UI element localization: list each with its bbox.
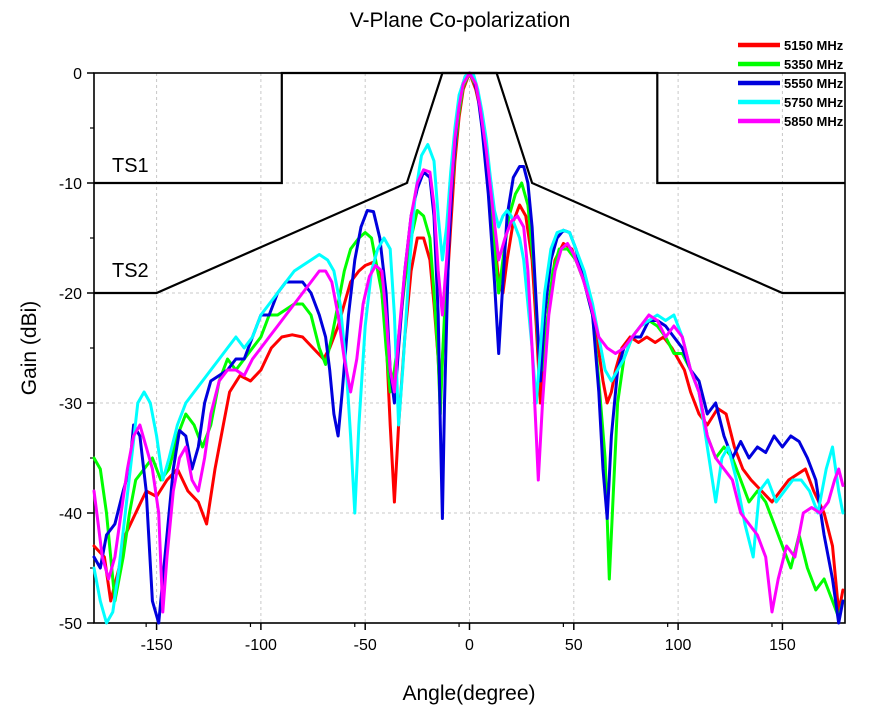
x-tick-label: -50 [354,637,377,654]
series-line-5150 [92,71,845,614]
series-layer [92,71,845,625]
series-line-5350 [92,71,845,619]
chart-title: V-Plane Co-polarization [350,9,571,32]
template-line-ts2 [94,71,845,295]
template-label-ts1: TS1 [112,155,149,177]
y-tick-label: -10 [59,176,82,193]
legend-label-5750: 5750 MHz [784,95,844,110]
x-tick-label: -150 [141,637,173,654]
legend-label-5350: 5350 MHz [784,57,844,72]
y-tick-label: -30 [59,396,82,413]
grid-lines [94,73,845,623]
legend-label-5150: 5150 MHz [784,38,844,53]
template-label-ts2: TS2 [112,260,149,282]
legend-label-5850: 5850 MHz [784,114,844,129]
y-tick-label: -40 [59,506,82,523]
x-tick-label: 0 [465,637,474,654]
x-tick-label: 100 [665,637,692,654]
series-line-5550 [92,71,845,625]
y-tick-label: 0 [73,66,82,83]
x-tick-label: 50 [565,637,583,654]
x-tick-label: 150 [769,637,796,654]
legend-label-5550: 5550 MHz [784,76,844,91]
plot-area-frame [93,72,846,624]
series-line-5850 [92,71,845,614]
y-tick-label: -20 [59,286,82,303]
template-layer [94,71,845,295]
series-line-5750 [92,71,845,625]
y-tick-label: -50 [59,616,82,633]
y-axis-label: Gain (dBi) [18,301,41,396]
x-axis-label: Angle(degree) [402,682,535,705]
axis-ticks: -150 -100 -50 0 50 100 150 0 -10 -20 -30 -40 -50 [59,66,796,654]
legend: 5150 MHz 5350 MHz 5550 MHz 5750 MHz 5850 MHz [738,38,844,129]
x-tick-label: -100 [245,637,277,654]
